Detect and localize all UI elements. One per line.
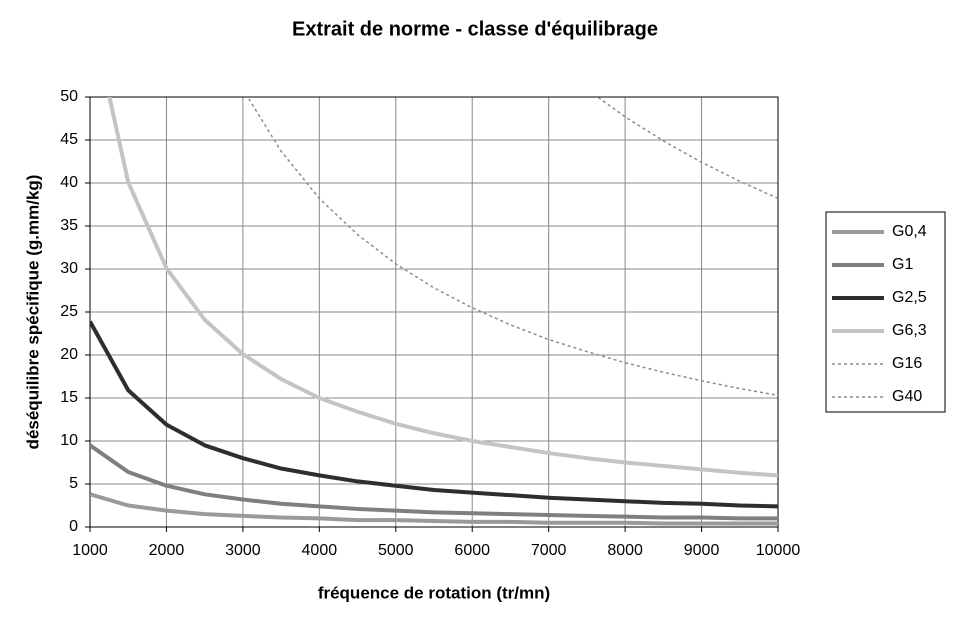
legend-label: G6,3	[892, 322, 927, 339]
y-tick-label: 5	[69, 475, 78, 492]
legend-label: G2,5	[892, 289, 927, 306]
x-tick-label: 4000	[302, 542, 338, 559]
legend-label: G1	[892, 256, 913, 273]
x-tick-label: 10000	[756, 542, 801, 559]
y-tick-label: 35	[60, 217, 78, 234]
series-line	[90, 443, 778, 521]
legend-label: G40	[892, 388, 922, 405]
series-line	[90, 492, 778, 526]
x-tick-label: 5000	[378, 542, 414, 559]
x-tick-label: 3000	[225, 542, 261, 559]
series-group	[90, 97, 778, 526]
chart-title: Extrait de norme - classe d'équilibrage	[292, 18, 658, 40]
series-line	[107, 97, 778, 478]
plot-border	[89, 96, 779, 528]
series-line	[596, 97, 778, 200]
legend-box	[825, 211, 946, 413]
x-tick-label: 9000	[684, 542, 720, 559]
y-tick-label: 45	[60, 131, 78, 148]
y-tick-label: 40	[60, 174, 78, 191]
legend-label: G16	[892, 355, 922, 372]
y-tick-label: 30	[60, 260, 78, 277]
x-tick-label: 2000	[149, 542, 185, 559]
legend-label: G0,4	[892, 223, 927, 240]
y-tick-label: 0	[69, 518, 78, 535]
y-tick-label: 15	[60, 389, 78, 406]
x-tick-label: 8000	[607, 542, 643, 559]
x-tick-label: 6000	[454, 542, 490, 559]
y-tick-label: 50	[60, 88, 78, 105]
y-tick-label: 20	[60, 346, 78, 363]
x-tick-label: 7000	[531, 542, 567, 559]
series-line	[90, 320, 778, 509]
y-axis-label: déséquilibre spécifique (g.mm/kg)	[23, 175, 42, 450]
x-axis-label: fréquence de rotation (tr/mn)	[318, 583, 550, 602]
y-tick-label: 25	[60, 303, 78, 320]
x-tick-label: 1000	[72, 542, 108, 559]
y-tick-label: 10	[60, 432, 78, 449]
